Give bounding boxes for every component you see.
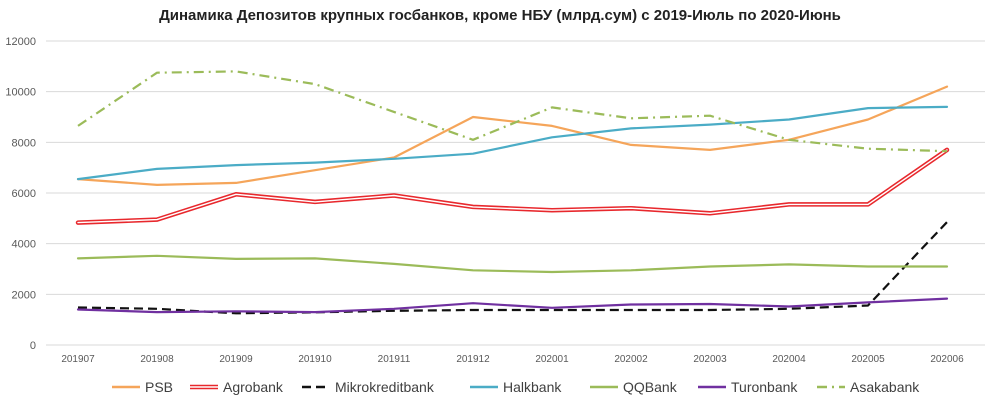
x-tick-label: 202001 <box>535 354 569 365</box>
series-line-halkbank <box>76 105 949 181</box>
series-line-psb <box>76 85 949 186</box>
series-line-qqbank <box>76 254 949 274</box>
series-line-agrobank <box>75 147 950 225</box>
x-tick-label: 201908 <box>140 354 174 365</box>
x-tick-label: 202004 <box>772 354 806 365</box>
legend-label-agrobank: Agrobank <box>223 379 284 395</box>
y-axis-tick-labels: 0 2000 4000 6000 8000 10000 12000 <box>5 36 36 352</box>
y-tick-label: 12000 <box>5 36 36 48</box>
series-line-mikrokreditbank <box>77 221 948 315</box>
x-tick-label: 202002 <box>614 354 648 365</box>
x-tick-label: 202006 <box>930 354 964 365</box>
series-line-inner-agrobank <box>77 149 948 224</box>
y-tick-label: 8000 <box>12 137 36 149</box>
gridlines <box>46 40 985 346</box>
legend-label-halkbank: Halkbank <box>503 379 562 395</box>
x-tick-label: 202005 <box>851 354 885 365</box>
x-axis-tick-labels: 201907 201908 201909 201910 201911 201912 2020… <box>61 354 964 365</box>
y-tick-label: 4000 <box>12 239 36 251</box>
legend-label-psb: PSB <box>145 379 173 395</box>
x-tick-label: 201912 <box>456 354 490 365</box>
series-line-asakabank <box>77 70 948 153</box>
y-tick-label: 2000 <box>12 289 36 301</box>
legend-label-qqbank: QQBank <box>623 379 678 395</box>
x-tick-label: 201909 <box>219 354 253 365</box>
legend: PSB Agrobank Mikrokreditbank Halkbank QQBank… <box>112 379 920 395</box>
legend-label-mikrokreditbank: Mikrokreditbank <box>335 379 435 395</box>
x-tick-label: 201907 <box>61 354 95 365</box>
x-tick-label: 201911 <box>378 354 411 365</box>
legend-label-turonbank: Turonbank <box>731 379 798 395</box>
series-line-turonbank <box>76 297 949 314</box>
chart-title: Динамика Депозитов крупных госбанков, кр… <box>159 7 841 24</box>
y-tick-label: 0 <box>30 340 36 352</box>
series-lines <box>75 70 950 315</box>
y-tick-label: 6000 <box>12 188 36 200</box>
x-tick-label: 202003 <box>693 354 727 365</box>
legend-label-asakabank: Asakabank <box>850 379 920 395</box>
x-tick-label: 201910 <box>298 354 332 365</box>
y-tick-label: 10000 <box>5 87 36 99</box>
